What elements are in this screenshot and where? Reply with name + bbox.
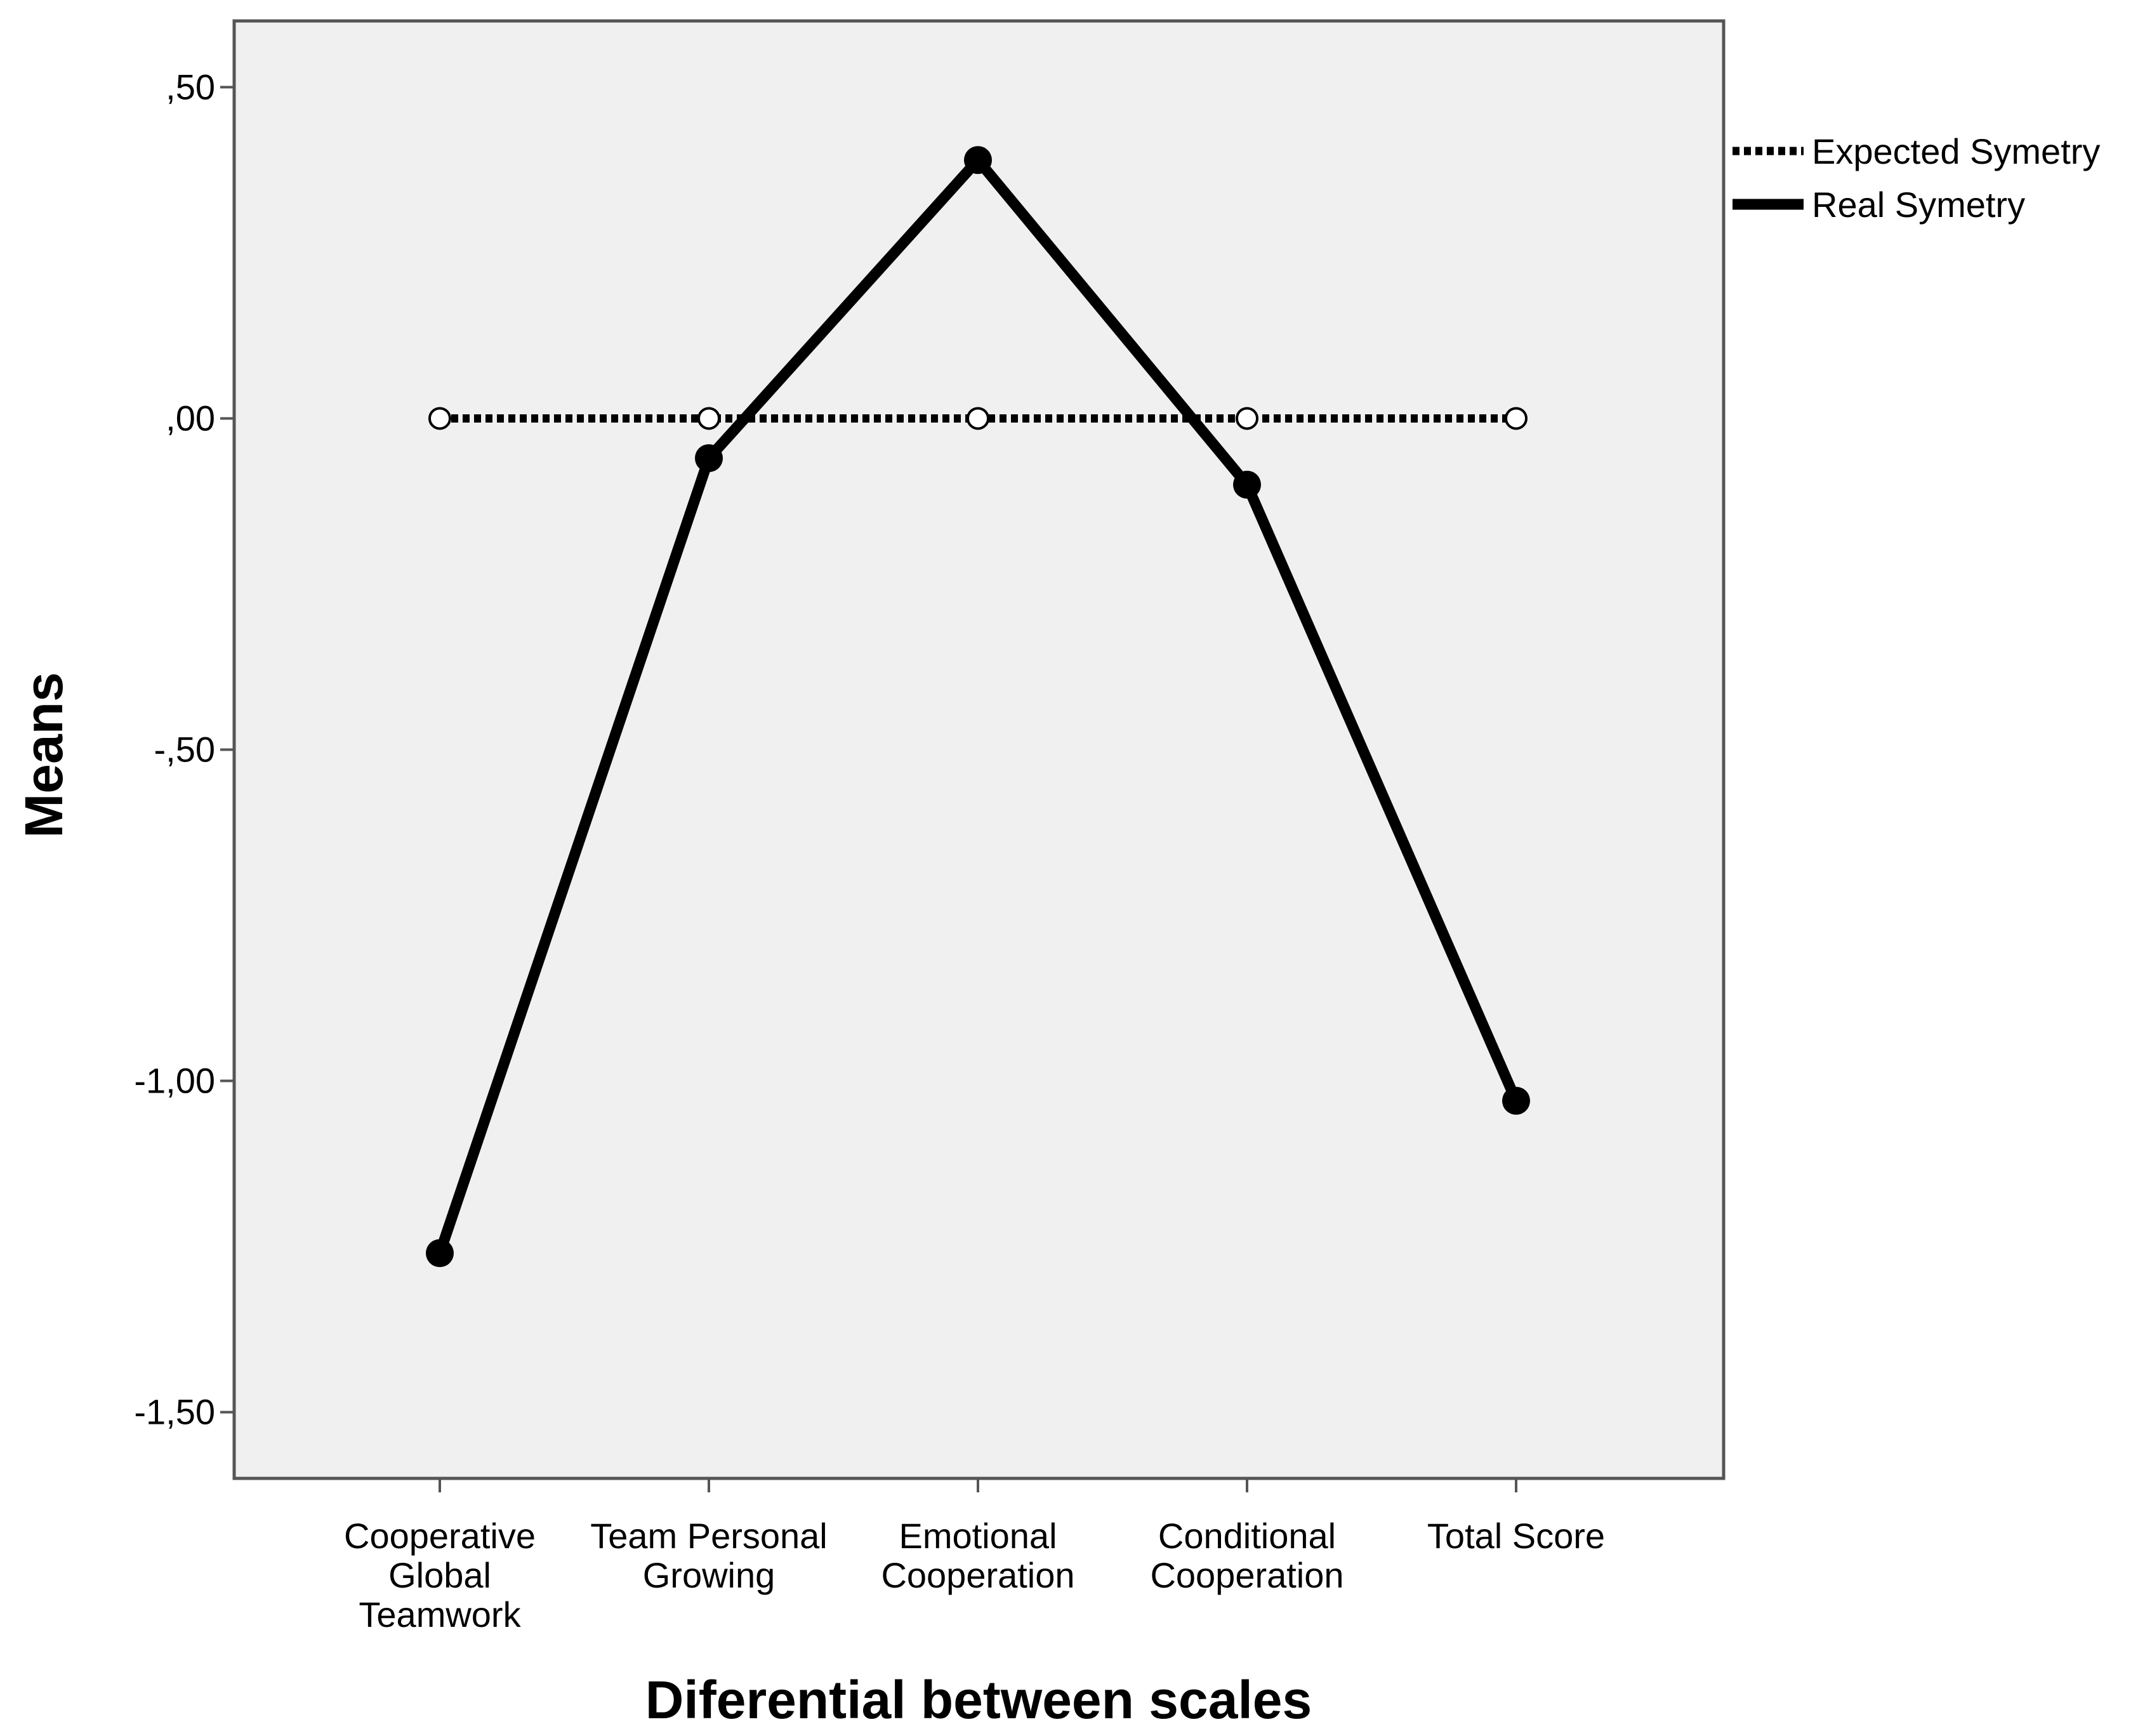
x-category-label: Conditional Cooperation bbox=[1150, 1516, 1343, 1595]
data-point bbox=[426, 1239, 454, 1268]
data-point bbox=[1505, 407, 1528, 430]
y-tick-label: -,50 bbox=[154, 730, 216, 770]
legend-label: Real Symetry bbox=[1812, 185, 2025, 225]
data-point bbox=[1502, 1086, 1530, 1115]
y-tick-label: ,00 bbox=[166, 398, 215, 438]
x-category-label: Emotional Cooperation bbox=[881, 1516, 1074, 1595]
data-point bbox=[967, 407, 989, 430]
x-category-label: Total Score bbox=[1427, 1516, 1605, 1556]
series-layer bbox=[426, 146, 1530, 1268]
y-tick-label: -1,50 bbox=[134, 1392, 215, 1432]
data-point bbox=[964, 146, 992, 174]
data-point bbox=[697, 407, 720, 430]
legend: Expected Symetry Real Symetry bbox=[1733, 131, 2100, 225]
x-axis: Cooperative Global Teamwork Team Personal Gr… bbox=[344, 1478, 1605, 1634]
y-axis-title: Means bbox=[14, 672, 74, 838]
data-point bbox=[428, 407, 451, 430]
x-category-label: Cooperative Global Teamwork bbox=[344, 1516, 536, 1634]
series-real-symetry bbox=[426, 146, 1530, 1268]
series-expected-symetry bbox=[428, 407, 1528, 430]
legend-label: Expected Symetry bbox=[1812, 131, 2100, 171]
data-point bbox=[695, 444, 723, 473]
x-category-label: Team Personal Growing bbox=[590, 1516, 828, 1595]
y-axis: ,50 ,00 -,50 -1,00 -1,50 bbox=[134, 67, 234, 1432]
data-point bbox=[1236, 407, 1258, 430]
x-axis-title: Diferential between scales bbox=[645, 1670, 1312, 1730]
data-point bbox=[1233, 470, 1261, 499]
plot-area bbox=[232, 19, 1726, 1480]
y-tick-label: ,50 bbox=[166, 67, 215, 107]
y-tick-label: -1,00 bbox=[134, 1061, 215, 1101]
